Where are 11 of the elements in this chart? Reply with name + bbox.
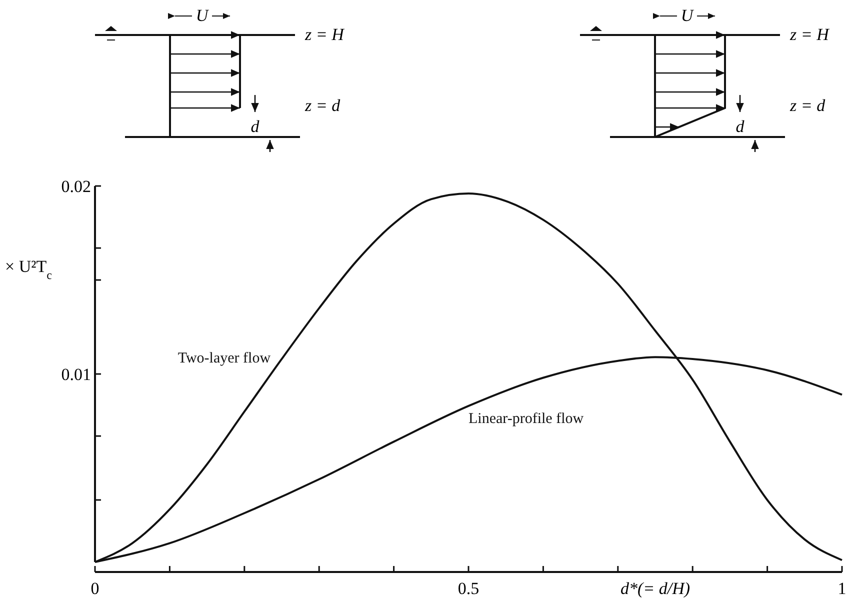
velocity-profile-diagram: U z = H z = d d <box>95 6 344 152</box>
x-tick-label: 1 <box>838 579 846 598</box>
y-tick-label: 0.01 <box>61 365 91 384</box>
y-tick-label: 0.02 <box>61 177 91 196</box>
velocity-profile-diagram: U z = H z = d d <box>580 6 829 152</box>
x-axis-title: d*(= d/H) <box>620 579 690 598</box>
x-tick-label: 0 <box>90 579 100 598</box>
series-label: Linear-profile flow <box>468 410 584 427</box>
y-axis-title: × U²T$_{c}$ <box>5 257 52 282</box>
series-label: Two-layer flow <box>178 350 271 367</box>
x-tick-label: 0.5 <box>458 579 480 598</box>
